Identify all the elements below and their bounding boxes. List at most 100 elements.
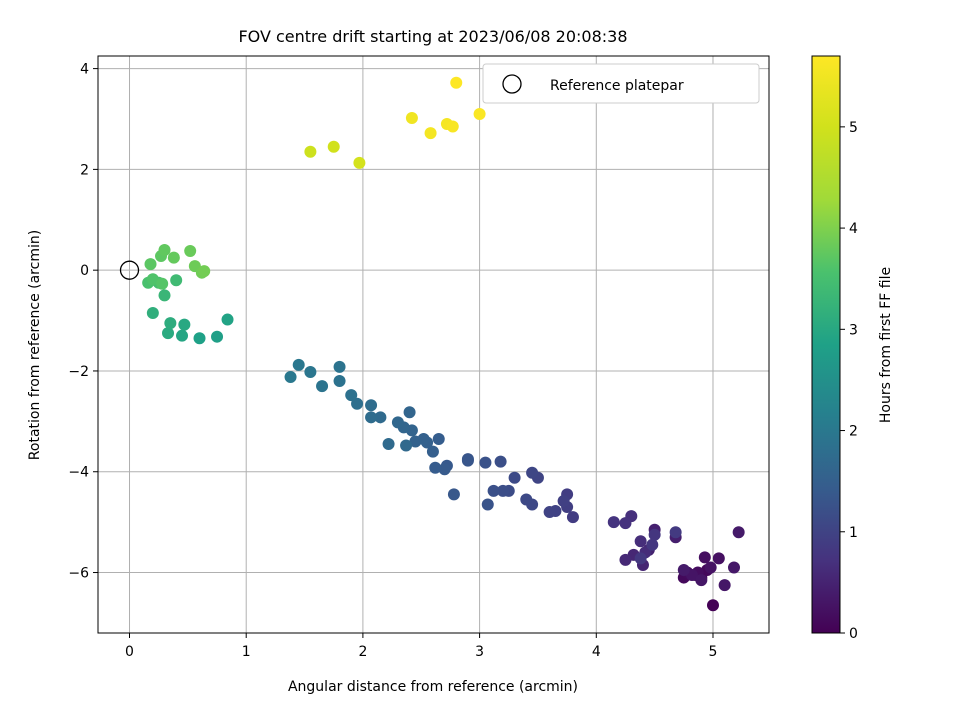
colorbar-tick-label: 5 bbox=[849, 120, 858, 136]
x-tick-label: 5 bbox=[709, 644, 718, 660]
colorbar-label: Hours from first FF file bbox=[878, 267, 894, 423]
y-axis-ticks: −6 −4 −2 0 2 4 bbox=[68, 62, 98, 582]
data-point bbox=[333, 360, 346, 373]
data-point bbox=[409, 435, 422, 448]
y-axis-label: Rotation from reference (arcmin) bbox=[27, 230, 43, 460]
colorbar-tick-label: 2 bbox=[849, 424, 858, 440]
data-point bbox=[424, 127, 437, 140]
data-point bbox=[718, 579, 731, 592]
y-tick-label: 2 bbox=[80, 162, 89, 178]
data-point bbox=[727, 561, 740, 574]
data-point bbox=[712, 552, 725, 565]
data-point bbox=[156, 277, 169, 290]
data-point bbox=[146, 273, 159, 286]
data-point bbox=[496, 484, 509, 497]
data-point bbox=[284, 371, 297, 384]
x-tick-label: 1 bbox=[242, 644, 251, 660]
data-point bbox=[634, 552, 647, 565]
legend: Reference platepar bbox=[482, 63, 760, 104]
legend-label: Reference platepar bbox=[550, 78, 684, 94]
colorbar-tick-label: 0 bbox=[849, 626, 858, 642]
colorbar-gradient bbox=[811, 55, 841, 634]
data-point bbox=[158, 289, 171, 302]
data-point bbox=[557, 494, 570, 507]
x-tick-label: 0 bbox=[125, 644, 134, 660]
data-point bbox=[698, 551, 711, 564]
data-point bbox=[400, 439, 413, 452]
data-point bbox=[446, 120, 459, 133]
data-point bbox=[345, 389, 358, 402]
data-point bbox=[146, 307, 159, 320]
data-point bbox=[473, 107, 486, 120]
data-point bbox=[432, 432, 445, 445]
data-point bbox=[158, 244, 171, 257]
data-point bbox=[304, 365, 317, 378]
data-point bbox=[461, 454, 474, 467]
data-point bbox=[292, 358, 305, 371]
data-point bbox=[198, 265, 211, 278]
data-point bbox=[351, 397, 364, 410]
x-axis-ticks: 0 1 2 3 4 5 bbox=[125, 633, 717, 660]
data-point bbox=[543, 506, 556, 519]
data-point bbox=[566, 511, 579, 524]
colorbar-tick-label: 1 bbox=[849, 525, 858, 541]
data-point bbox=[447, 488, 460, 501]
data-point bbox=[304, 145, 317, 158]
data-point bbox=[669, 526, 682, 539]
data-points bbox=[142, 76, 745, 612]
grid-lines bbox=[98, 56, 769, 633]
legend-box bbox=[482, 63, 760, 104]
data-point bbox=[162, 327, 175, 340]
data-point bbox=[178, 318, 191, 331]
data-point bbox=[176, 329, 189, 342]
chart-title: FOV centre drift starting at 2023/06/08 … bbox=[238, 27, 627, 46]
data-point bbox=[479, 456, 492, 469]
data-point bbox=[211, 330, 224, 343]
data-point bbox=[193, 332, 206, 345]
data-point bbox=[706, 599, 719, 612]
reference-platepar-marker bbox=[119, 260, 140, 280]
y-tick-label: −6 bbox=[68, 566, 89, 582]
data-point bbox=[494, 455, 507, 468]
colorbar-tick-label: 3 bbox=[849, 322, 858, 338]
data-point bbox=[526, 466, 539, 479]
data-point bbox=[508, 471, 521, 484]
data-point bbox=[167, 251, 180, 264]
data-point bbox=[438, 463, 451, 476]
data-point bbox=[353, 156, 366, 169]
data-point bbox=[426, 445, 439, 458]
data-point bbox=[429, 461, 442, 474]
data-point bbox=[732, 526, 745, 539]
data-point bbox=[316, 380, 329, 393]
data-point bbox=[648, 528, 661, 541]
data-point bbox=[391, 416, 404, 429]
data-point bbox=[365, 399, 378, 412]
data-point bbox=[333, 375, 346, 388]
data-point bbox=[405, 111, 418, 124]
data-point bbox=[170, 274, 183, 287]
data-point bbox=[374, 411, 387, 424]
colorbar-ticks: 0 1 2 3 4 5 bbox=[840, 120, 858, 642]
data-point bbox=[221, 313, 234, 326]
data-point bbox=[634, 535, 647, 548]
data-point bbox=[619, 553, 632, 566]
data-point bbox=[646, 538, 659, 551]
colorbar-tick-label: 4 bbox=[849, 221, 858, 237]
data-point bbox=[607, 516, 620, 529]
data-point bbox=[619, 517, 632, 530]
x-tick-label: 2 bbox=[358, 644, 367, 660]
data-point bbox=[382, 438, 395, 451]
data-point bbox=[677, 564, 690, 577]
data-point bbox=[327, 140, 340, 153]
plot-frame bbox=[97, 55, 770, 634]
data-point bbox=[487, 484, 500, 497]
x-axis-label: Angular distance from reference (arcmin) bbox=[288, 679, 578, 695]
colorbar: 0 1 2 3 4 5 Hours from first FF file bbox=[811, 55, 894, 642]
y-tick-label: −4 bbox=[68, 465, 89, 481]
data-point bbox=[704, 561, 717, 574]
data-point bbox=[520, 493, 533, 506]
data-point bbox=[403, 406, 416, 419]
y-tick-label: −2 bbox=[68, 364, 89, 380]
x-tick-label: 4 bbox=[592, 644, 601, 660]
data-point bbox=[450, 76, 463, 89]
